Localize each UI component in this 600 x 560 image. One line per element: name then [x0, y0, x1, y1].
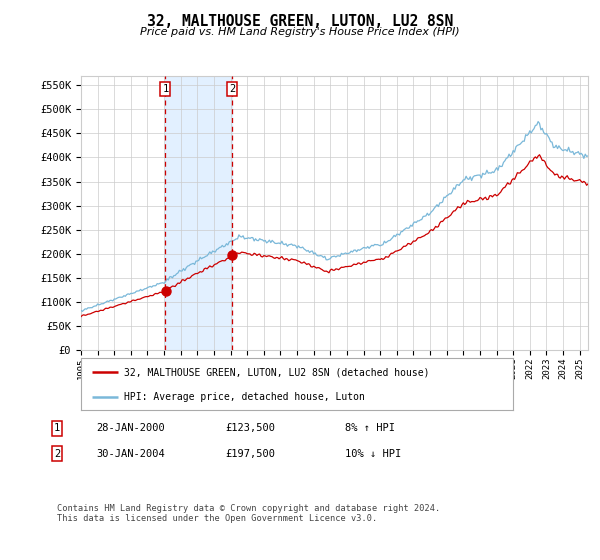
Text: Price paid vs. HM Land Registry's House Price Index (HPI): Price paid vs. HM Land Registry's House … [140, 27, 460, 37]
Text: Contains HM Land Registry data © Crown copyright and database right 2024.
This d: Contains HM Land Registry data © Crown c… [57, 504, 440, 524]
Text: £197,500: £197,500 [225, 449, 275, 459]
Text: £123,500: £123,500 [225, 423, 275, 433]
Text: 1: 1 [54, 423, 60, 433]
Text: 30-JAN-2004: 30-JAN-2004 [96, 449, 165, 459]
Text: 28-JAN-2000: 28-JAN-2000 [96, 423, 165, 433]
Text: 2: 2 [229, 84, 235, 94]
Text: 10% ↓ HPI: 10% ↓ HPI [345, 449, 401, 459]
Text: 2: 2 [54, 449, 60, 459]
Text: 32, MALTHOUSE GREEN, LUTON, LU2 8SN (detached house): 32, MALTHOUSE GREEN, LUTON, LU2 8SN (det… [124, 367, 430, 377]
Text: 8% ↑ HPI: 8% ↑ HPI [345, 423, 395, 433]
Bar [166, 76, 232, 350]
Text: 1: 1 [163, 84, 169, 94]
Text: 32, MALTHOUSE GREEN, LUTON, LU2 8SN: 32, MALTHOUSE GREEN, LUTON, LU2 8SN [147, 14, 453, 29]
Text: HPI: Average price, detached house, Luton: HPI: Average price, detached house, Luto… [124, 392, 365, 402]
